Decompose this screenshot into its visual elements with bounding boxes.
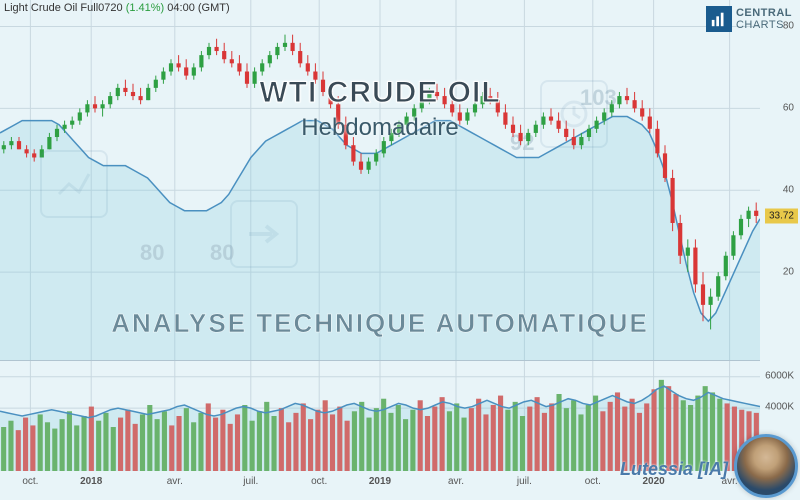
logo-icon xyxy=(706,6,732,32)
y-tick: 4000K xyxy=(765,402,794,413)
price-tag: 33.72 xyxy=(765,208,798,223)
avatar-icon[interactable] xyxy=(734,434,798,498)
x-tick: oct. xyxy=(585,476,601,487)
svg-text:80: 80 xyxy=(210,240,234,265)
x-tick: avr. xyxy=(448,476,464,487)
time-label: 04:00 (GMT) xyxy=(167,2,229,14)
y-tick: 60 xyxy=(783,103,794,114)
volume-chart[interactable] xyxy=(0,360,760,470)
x-tick: oct. xyxy=(22,476,38,487)
logo-text: CENTRAL CHARTS xyxy=(736,7,792,31)
y-axis-price: 2040608033.72 xyxy=(760,0,800,360)
y-tick: 40 xyxy=(783,185,794,196)
x-tick: 2018 xyxy=(80,476,102,487)
chart-header: Light Crude Oil Full0720 (1.41%) 04:00 (… xyxy=(4,2,230,14)
brand-logo[interactable]: CENTRAL CHARTS xyxy=(706,6,792,32)
svg-text:80: 80 xyxy=(140,240,164,265)
x-tick: juil. xyxy=(243,476,258,487)
symbol-name: Light Crude Oil Full0720 xyxy=(4,2,123,14)
main-chart[interactable]: 808092103 xyxy=(0,0,760,360)
x-tick: 2019 xyxy=(369,476,391,487)
pct-change: (1.41%) xyxy=(126,2,165,14)
x-tick: avr. xyxy=(167,476,183,487)
y-tick: 6000K xyxy=(765,370,794,381)
y-tick: 20 xyxy=(783,267,794,278)
x-tick: juil. xyxy=(517,476,532,487)
lutessia-brand: Lutessia [IA] xyxy=(620,459,728,480)
x-tick: oct. xyxy=(311,476,327,487)
